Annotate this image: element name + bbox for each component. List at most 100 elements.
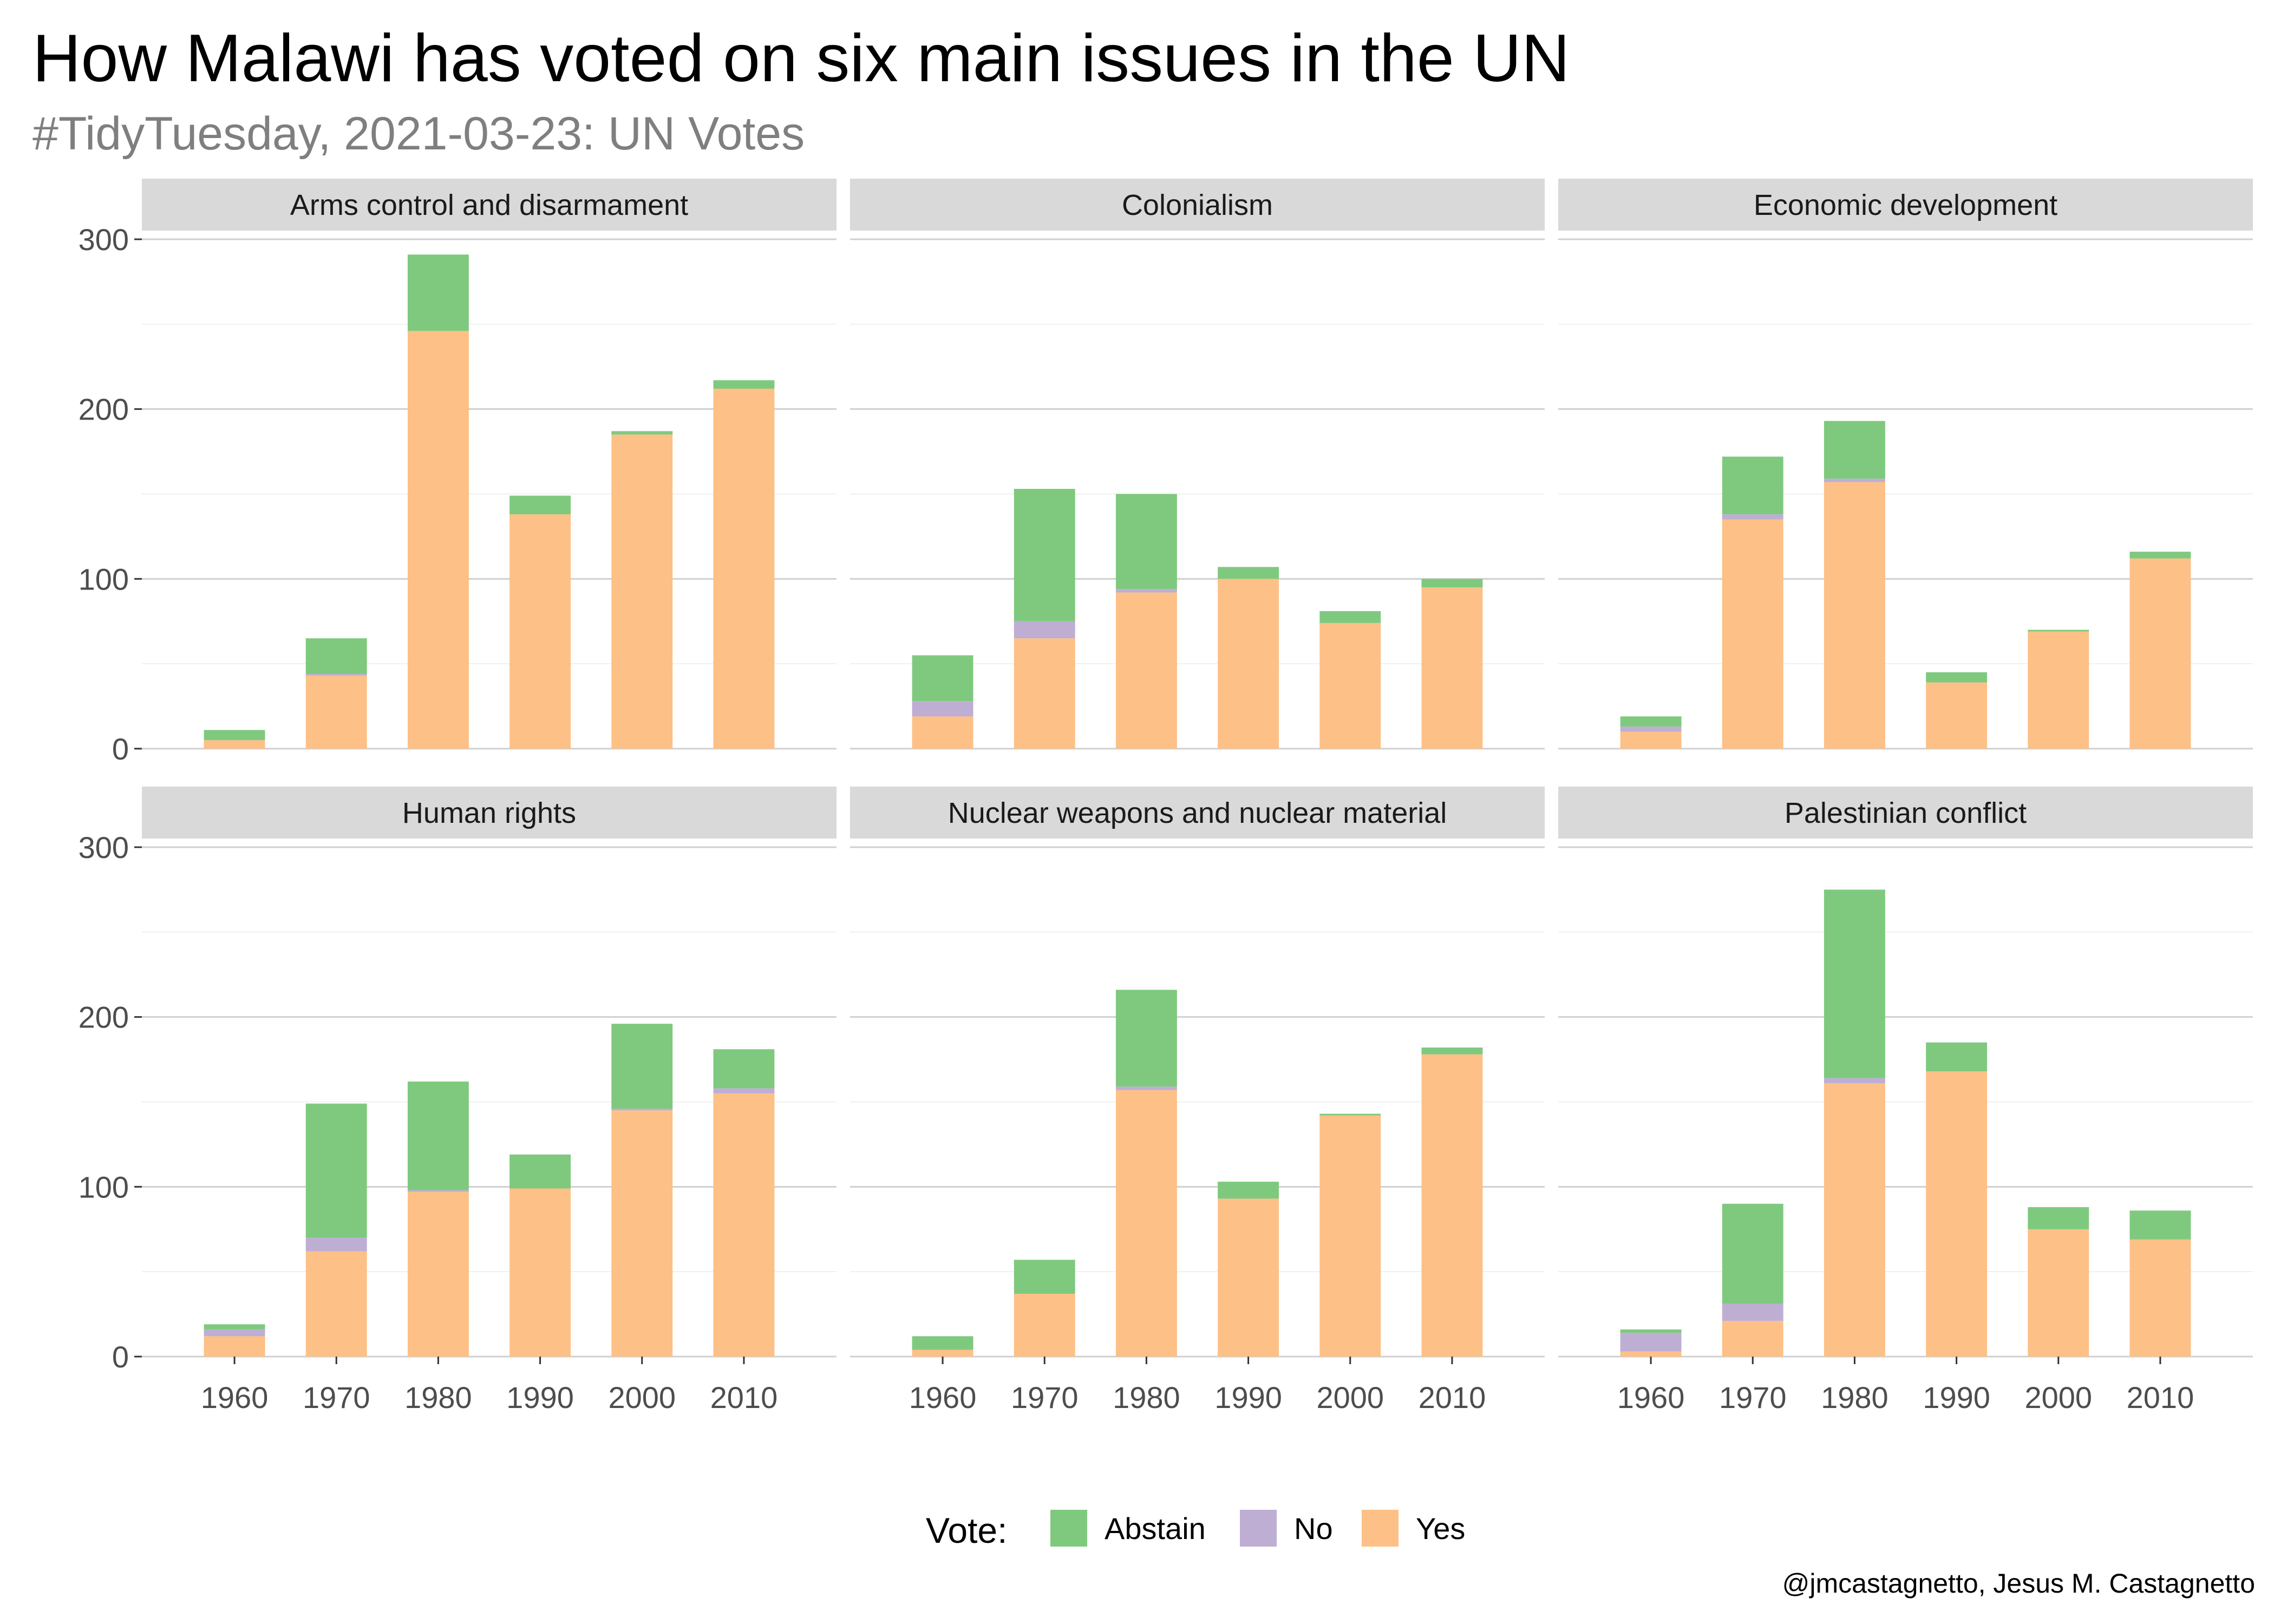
bar-yes-1960 [1620,1351,1682,1357]
facet-strip [1558,179,2253,231]
bar-no-1970 [1722,514,1783,520]
facet-strip [850,179,1545,231]
x-tick-label: 2000 [2024,1380,2092,1415]
x-tick-label: 2010 [710,1380,778,1415]
bar-abstain-1960 [1620,1329,1682,1333]
bar-yes-2000 [2028,1229,2089,1357]
bar-abstain-1970 [1722,456,1783,515]
panel-colonialism: Colonialism [850,179,1545,750]
bar-yes-1990 [509,514,571,749]
bar-yes-1960 [204,1336,265,1357]
x-tick-label: 1960 [1617,1380,1685,1415]
panel-human-rights: Human rights 0 100 200 300 1960 1970 1980 1990 20… [79,787,837,1415]
bar-yes-1960 [912,716,973,749]
bar-no-1980 [1824,1078,1885,1083]
chart-subtitle: #TidyTuesday, 2021-03-23: UN Votes [32,108,805,160]
y-tick-label: 200 [79,392,129,427]
bar-yes-1970 [1014,1293,1075,1357]
bar-abstain-1980 [1824,421,1885,479]
bar-yes-2000 [2028,631,2089,749]
bar-yes-1970 [305,676,367,749]
bar-abstain-2010 [2129,1210,2191,1240]
legend: Vote: Abstain No Yes [926,1510,1465,1550]
facet-panels: Arms control and disarmament 0 100 200 300 Co… [79,179,2253,1415]
bar-abstain-1980 [1115,990,1177,1087]
bar-no-1980 [407,1190,469,1192]
facet-strip-label: Colonialism [1122,189,1273,221]
y-tick-label: 300 [79,830,129,865]
bar-yes-1980 [407,1191,469,1357]
bar-no-1980 [1115,589,1177,593]
bar-yes-2010 [2129,558,2191,749]
bar-yes-1960 [204,740,265,749]
chart-title: How Malawi has voted on six main issues … [32,21,1570,96]
x-tick-label: 1990 [1214,1380,1282,1415]
panel-economic-development: Economic development [1558,179,2253,750]
bar-abstain-1960 [1620,716,1682,727]
y-tick-label: 0 [112,1340,129,1374]
bar-yes-1970 [1722,519,1783,749]
bar-no-1980 [1115,1086,1177,1090]
bar-yes-1980 [1115,1090,1177,1357]
bar-yes-1960 [1620,731,1682,749]
bar-abstain-1990 [509,1154,571,1189]
x-tick-label: 1970 [1719,1380,1787,1415]
bar-yes-2010 [2129,1239,2191,1357]
bar-abstain-1990 [1218,1181,1279,1199]
y-tick-label: 0 [112,732,129,766]
facet-strip [850,787,1545,839]
y-tick-label: 100 [79,562,129,596]
bar-yes-1970 [1014,638,1075,749]
bar-yes-2000 [611,434,673,749]
x-tick-label: 2010 [1419,1380,1486,1415]
x-tick-label: 2010 [2127,1380,2194,1415]
legend-title: Vote: [926,1510,1007,1550]
facet-strip [1558,787,2253,839]
x-tick-label: 2000 [1316,1380,1384,1415]
x-tick-label: 1980 [404,1380,472,1415]
facet-strip [142,179,837,231]
bar-yes-1990 [509,1188,571,1357]
bar-abstain-1980 [407,1081,469,1190]
x-tick-label: 1990 [1923,1380,1990,1415]
x-tick-label: 1990 [506,1380,574,1415]
x-tick-label: 1970 [1011,1380,1079,1415]
bar-yes-2010 [713,389,775,749]
bar-no-1960 [204,1329,265,1337]
bar-abstain-1990 [1926,672,1988,683]
bar-yes-1990 [1926,682,1988,749]
bar-abstain-2000 [1319,1114,1381,1116]
chart-caption: @jmcastagnetto, Jesus M. Castagnetto [1782,1568,2255,1599]
bar-yes-1970 [1722,1321,1783,1357]
bar-abstain-1990 [509,495,571,515]
bar-abstain-1970 [305,638,367,674]
bar-no-1970 [305,673,367,676]
bar-abstain-2000 [2028,630,2089,632]
bar-abstain-2010 [1421,579,1483,588]
bar-yes-2000 [1319,623,1381,749]
bar-abstain-1980 [1824,889,1885,1078]
bar-yes-1980 [1824,482,1885,749]
bar-abstain-1960 [912,1336,973,1350]
bar-no-1980 [1824,479,1885,482]
facet-strip-label: Nuclear weapons and nuclear material [948,797,1447,829]
x-tick-label: 1960 [201,1380,269,1415]
bar-yes-2010 [1421,1054,1483,1357]
bar-yes-2010 [713,1093,775,1357]
panel-palestinian-conflict: Palestinian conflict 1960 1970 1980 1990 2000… [1558,787,2253,1415]
panel-arms-control-and-disarmament: Arms control and disarmament 0 100 200 300 [79,179,837,766]
bar-abstain-1970 [305,1103,367,1238]
x-tick-label: 1980 [1821,1380,1889,1415]
bar-abstain-2010 [713,380,775,389]
bar-abstain-2010 [2129,552,2191,559]
bar-abstain-1980 [407,254,469,331]
x-tick-label: 1960 [909,1380,977,1415]
bar-yes-2010 [1421,587,1483,749]
facet-strip-label: Human rights [402,797,576,829]
y-tick-label: 100 [79,1170,129,1204]
bar-abstain-1990 [1926,1042,1988,1072]
bar-abstain-1960 [912,655,973,702]
facet-strip-label: Palestinian conflict [1785,797,2027,829]
bar-yes-2000 [1319,1115,1381,1357]
bar-no-1960 [1620,1333,1682,1352]
